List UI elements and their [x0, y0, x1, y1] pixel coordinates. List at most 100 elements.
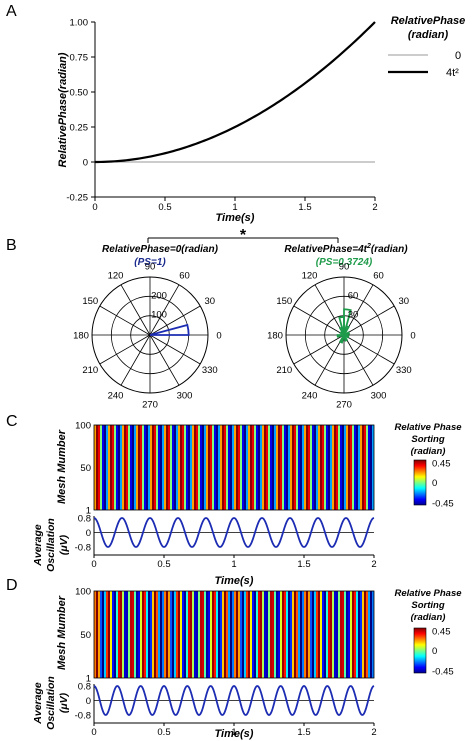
y-tick-label-a: 0.75 [70, 53, 89, 64]
heatmap-column [290, 425, 293, 510]
x-tick-label-a: 0 [92, 202, 97, 213]
heatmap-ytick-label: 50 [80, 630, 91, 641]
heatmap-column [342, 591, 345, 678]
heatmap-column [338, 425, 341, 510]
panel-label-d: D [6, 577, 18, 594]
heatmap-column [368, 591, 371, 678]
heatmap-ytick-label: 100 [75, 421, 91, 432]
colorbar-title-c-2: Sorting [411, 434, 444, 445]
heatmap-column [166, 425, 169, 510]
polar-angle-label: 0 [410, 331, 415, 342]
heatmap-column [230, 425, 233, 510]
heatmap-column [248, 425, 251, 510]
heatmap-column [210, 591, 213, 678]
x-tick-label-a: 2 [372, 202, 377, 213]
heatmap-column [344, 591, 347, 678]
polar-angle-label: 240 [108, 390, 124, 401]
trace-ytick-label: 0.8 [78, 682, 91, 693]
polar-radial-label: 100 [151, 310, 167, 321]
colorbar [413, 627, 427, 674]
heatmap-ytick-label: 50 [80, 463, 91, 474]
heatmap-column [186, 425, 189, 510]
heatmap-column [156, 591, 159, 678]
trace-xtick-label: 1.5 [297, 727, 310, 738]
heatmap-column [130, 425, 133, 510]
polar-panel-b: * RelativePhase=0(radian) (PS=1) Relativ… [73, 227, 416, 411]
heatmap-column [168, 591, 171, 678]
heatmap-column [178, 425, 181, 510]
trace-xtick-label: 0 [91, 727, 96, 738]
polar-angle-label: 240 [302, 390, 318, 401]
heatmap-column [284, 591, 287, 678]
heatmap-column [276, 425, 279, 510]
heatmap-column [358, 425, 361, 510]
heatmap-column [340, 425, 343, 510]
trace-xtick-label: 1.5 [297, 559, 310, 570]
heatmap-column [220, 425, 223, 510]
heatmap-column [104, 425, 107, 510]
heatmap-column [204, 591, 207, 678]
trace-ytick-label: 0 [86, 696, 91, 707]
heatmap-column [194, 591, 197, 678]
heatmap-column [142, 425, 145, 510]
heatmap-column [216, 591, 219, 678]
heatmap-column [106, 425, 109, 510]
trace-line [93, 517, 375, 548]
heatmap-column [112, 425, 115, 510]
heatmap-column [242, 425, 245, 510]
heatmap-panel-c: Mesh Mumber Time(s) Relative Phase Sorti… [32, 421, 462, 588]
heatmap-column [238, 425, 241, 510]
heatmap-column [356, 425, 359, 510]
heatmap-column [106, 591, 109, 678]
heatmap-column [148, 425, 151, 510]
heatmap-column [246, 425, 249, 510]
y-axis-label-a: RelativePhase(radian) [57, 52, 69, 167]
heatmap-column [114, 425, 117, 510]
heatmap-column [100, 591, 103, 678]
heatmap-column [258, 425, 261, 510]
heatmap-column [240, 591, 243, 678]
heatmap-column [214, 591, 217, 678]
polar-angle-label: 330 [396, 365, 412, 376]
heatmap-column [282, 425, 285, 510]
heatmap-column [232, 425, 235, 510]
heatmap-column [218, 425, 221, 510]
heatmap-column [162, 591, 165, 678]
heatmap-column [96, 425, 99, 510]
polar-spoke [343, 334, 374, 386]
heatmap-column [292, 591, 295, 678]
heatmap-column [252, 425, 255, 510]
heatmap-column [338, 591, 341, 678]
polar-angle-label: 60 [179, 271, 190, 282]
polar-title-right: RelativePhase=4t2(radian) [284, 243, 408, 255]
heatmap-column [346, 425, 349, 510]
heatmap-column [284, 425, 287, 510]
heatmap-frame [93, 424, 375, 511]
heatmap-column [184, 425, 187, 510]
heatmap-column [316, 591, 319, 678]
heatmap-column [308, 425, 311, 510]
y-tick-label-a: 0.50 [70, 88, 89, 99]
heatmap-column [144, 591, 147, 678]
heatmap-column [230, 591, 233, 678]
x-axis-label-a: Time(s) [216, 212, 255, 224]
heatmap-column [122, 425, 125, 510]
heatmap-panel-d: Mesh Mumber Time(s) Relative Phase Sorti… [32, 587, 462, 741]
trace-xlabel-d: Time(s) [215, 728, 254, 740]
trace-ylabel-d-2: Oscillation [45, 676, 57, 730]
heatmap-column [138, 591, 141, 678]
heatmap-column [110, 425, 113, 510]
trace-ytick-label: -0.8 [75, 711, 91, 722]
heatmap-column [348, 425, 351, 510]
heatmap-column [280, 591, 283, 678]
heatmap-column [108, 425, 111, 510]
heatmap-column [216, 425, 219, 510]
heatmap-column [228, 591, 231, 678]
heatmap-column [278, 425, 281, 510]
polar-angle-label: 300 [371, 390, 387, 401]
heatmap-column [222, 591, 225, 678]
polar-angle-label: 90 [145, 262, 156, 273]
trace-xtick-label: 2 [371, 559, 376, 570]
y-tick-label-a: -0.25 [66, 193, 88, 204]
